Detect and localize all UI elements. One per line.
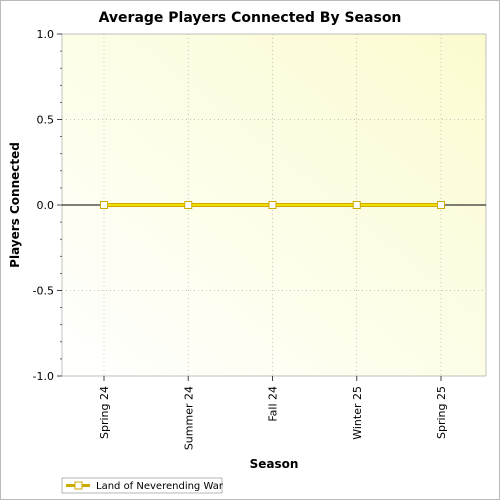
legend-box xyxy=(61,477,223,494)
x-tick-label: Summer 24 xyxy=(182,386,195,450)
y-tick-label: -0.5 xyxy=(33,285,54,298)
grid-lines xyxy=(62,33,486,377)
x-tick-label: Spring 25 xyxy=(435,386,448,439)
legend-marker-swatch xyxy=(74,481,83,490)
x-tick-label: Spring 24 xyxy=(98,386,111,439)
series-layer xyxy=(100,201,445,209)
x-tick-labels: Spring 24 Summer 24 Fall 24 Winter 25 Spring… xyxy=(98,386,448,450)
x-axis-label: Season xyxy=(250,457,299,471)
y-axis-label: Players Connected xyxy=(8,142,22,268)
data-point xyxy=(352,201,361,209)
data-point xyxy=(100,201,108,209)
legend-label: Land of Neverending War xyxy=(96,481,224,492)
y-tick-labels: 1.0 0.5 0.0 -0.5 -1.0 xyxy=(33,28,54,383)
x-tick-label: Winter 25 xyxy=(351,386,364,440)
data-point xyxy=(437,201,445,209)
y-tick-label: 0.5 xyxy=(37,114,55,127)
chart-title: Average Players Connected By Season xyxy=(99,10,402,26)
y-tick-label: 0.0 xyxy=(37,199,55,212)
legend: Land of Neverending War xyxy=(61,477,224,494)
data-point xyxy=(268,201,277,209)
y-tick-label: 1.0 xyxy=(37,28,55,41)
x-tick-label: Fall 24 xyxy=(267,386,280,422)
data-point xyxy=(184,201,193,209)
y-tick-label: -1.0 xyxy=(33,370,54,383)
